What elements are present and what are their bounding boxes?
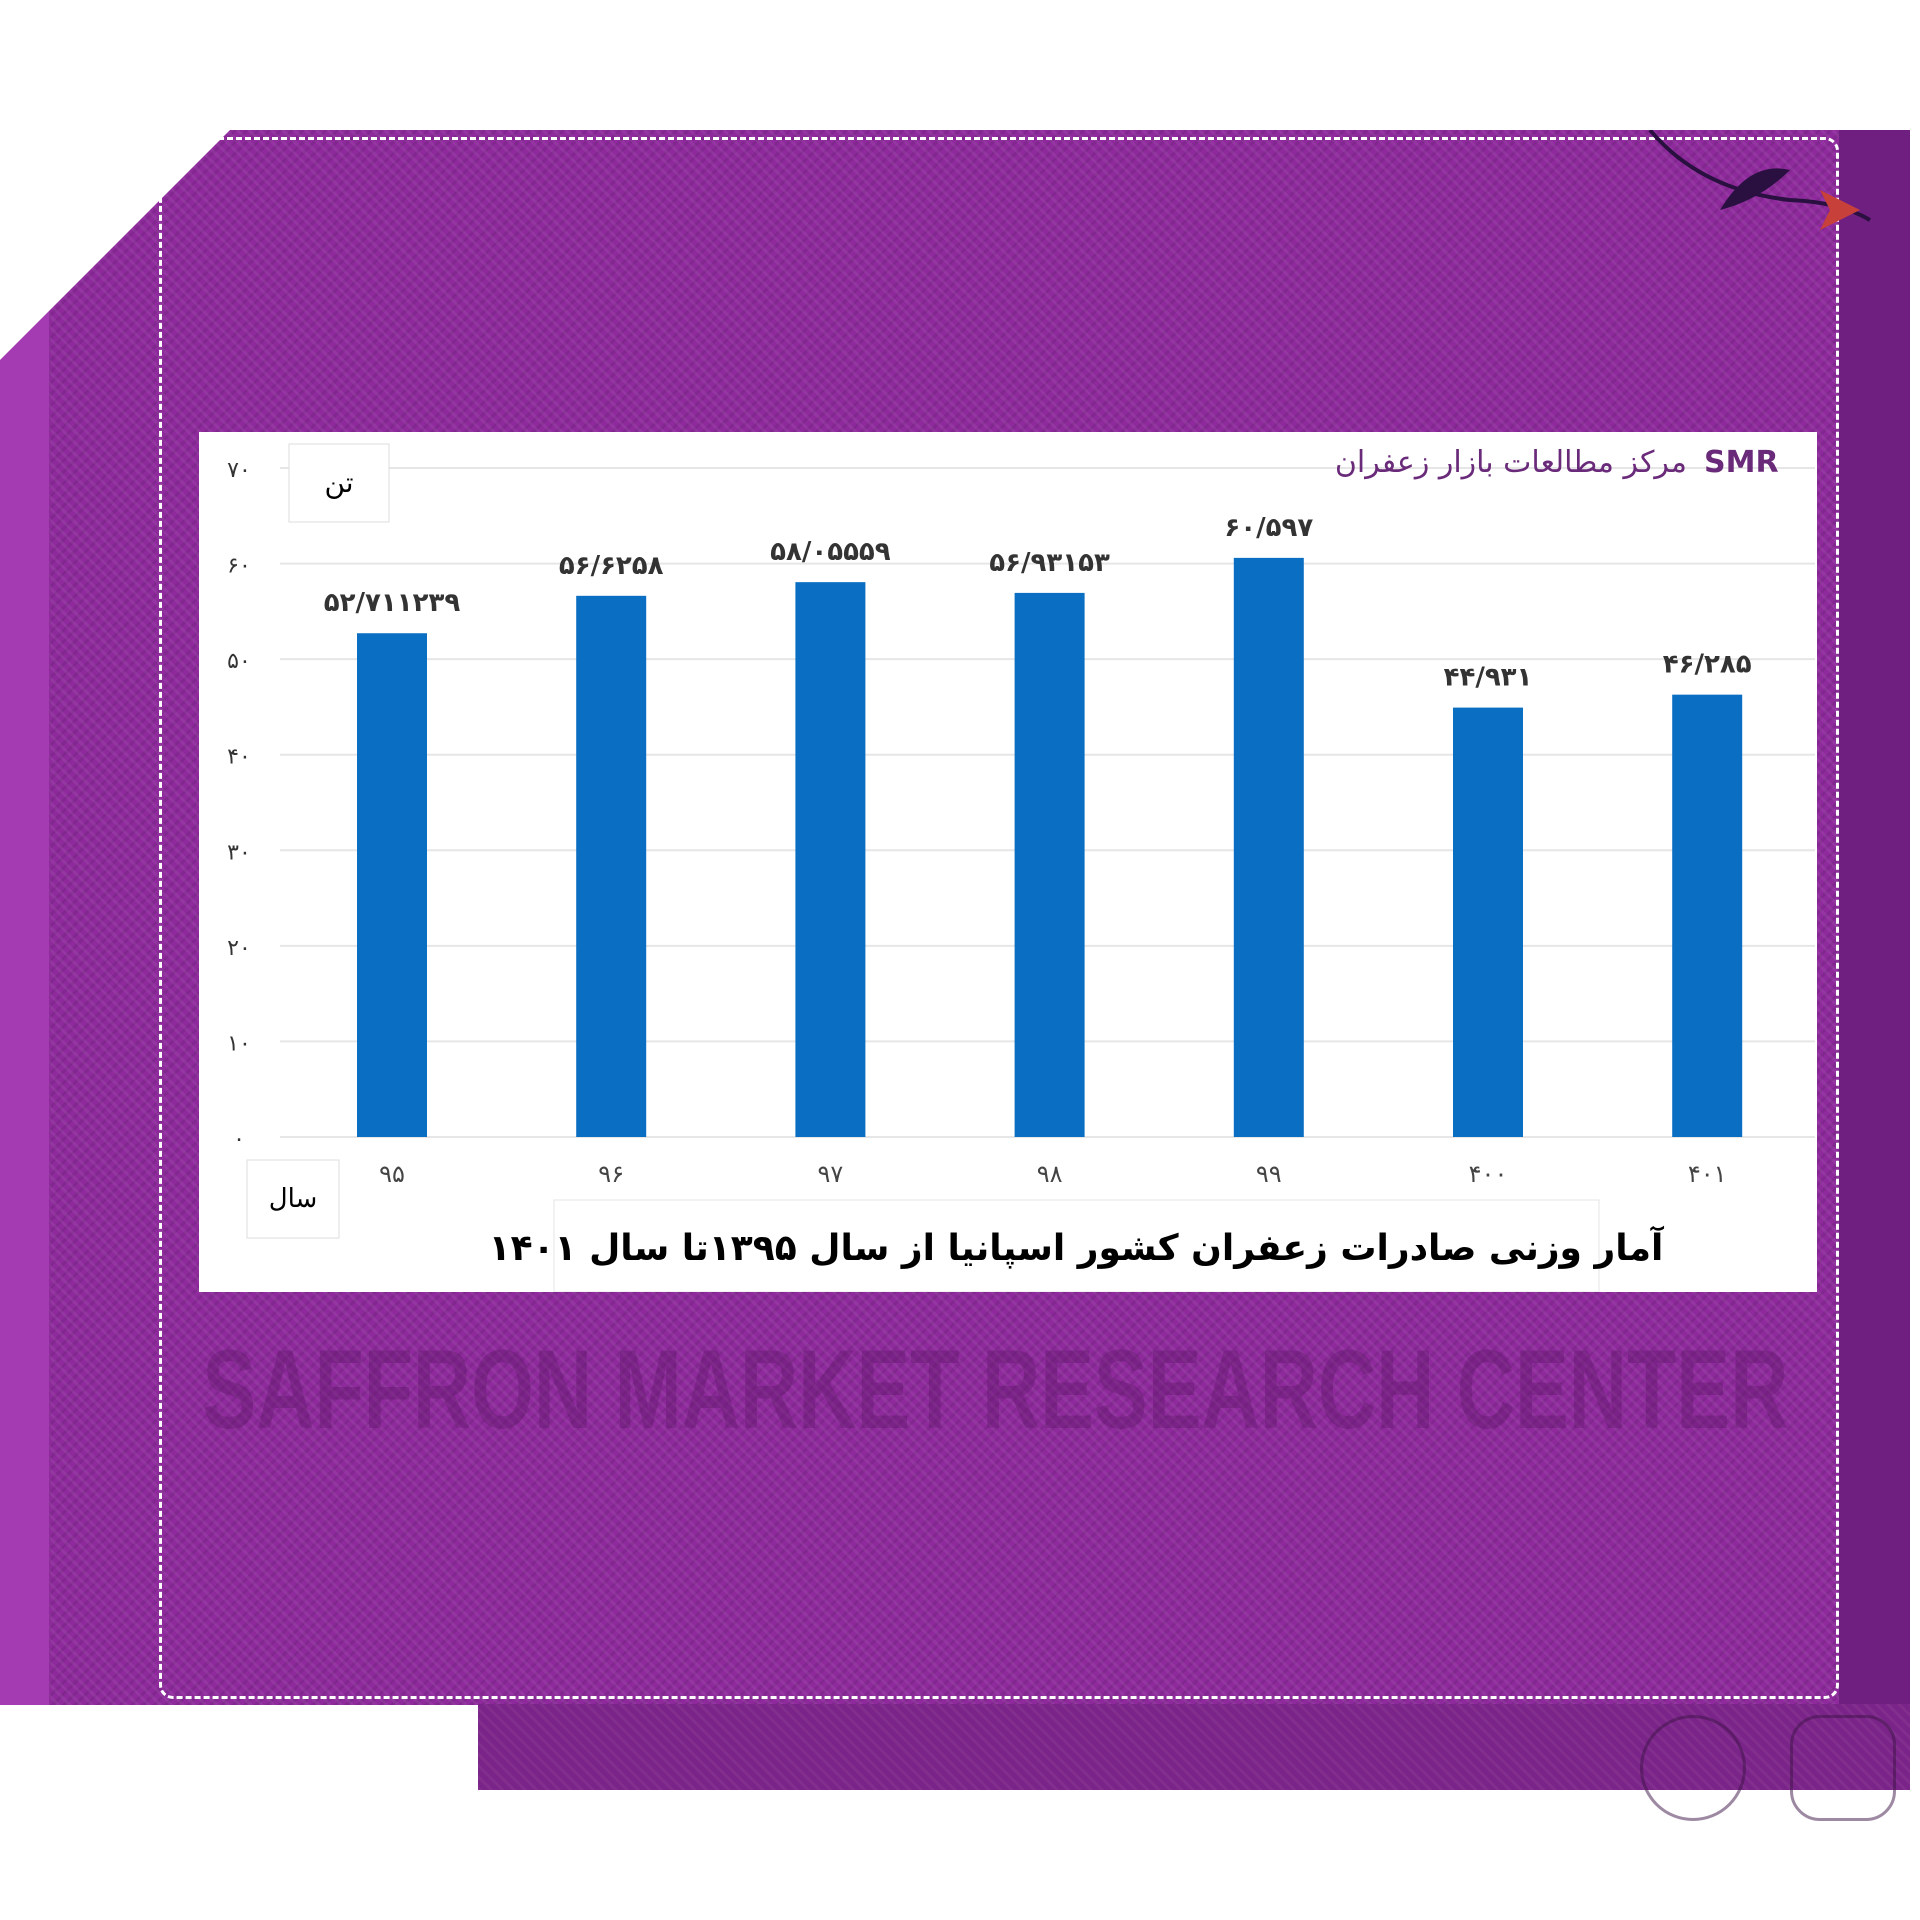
watermark-container: SAFFRON MARKET RESEARCH CENTER [180,1325,1810,1465]
y-axis-label: تن [324,466,353,499]
bar [357,633,427,1137]
data-label: ۴۶/۲۸۵ [1663,650,1752,680]
bar [1014,592,1085,1137]
x-tick-label: ۹۹ [1256,1160,1282,1188]
bar [1672,694,1743,1137]
y-tick-label: ۱۰ [227,1031,251,1056]
bar [1233,557,1304,1137]
bar-chart: ۰ ۱۰ ۲۰ ۳۰ ۴۰ ۵۰ ۶۰ ۷۰ ۵۲/۷۱۱۲۳۹ ۹۵ ۵۶/۶۲۵۸ ۹۶ ۵۸/۰… [227,443,1815,1293]
org-name: مرکز مطالعات بازار زعفران [1335,445,1687,480]
chart-panel: ۰ ۱۰ ۲۰ ۳۰ ۴۰ ۵۰ ۶۰ ۷۰ ۵۲/۷۱۱۲۳۹ ۹۵ ۵۶/۶۲۵۸ ۹۶ ۵۸/۰… [199,432,1817,1293]
data-label: ۴۴/۹۳۱ [1444,663,1533,693]
y-tick-label: ۳۰ [227,840,251,865]
dashed-frame [159,137,1839,1699]
x-unit-box [246,1159,340,1239]
bar [795,582,866,1137]
title-box [553,1199,1600,1293]
telegram-icon[interactable] [1640,1715,1746,1821]
x-tick-label: ۹۶ [598,1160,624,1188]
y-tick-label: ۲۰ [227,936,251,961]
corner-calligraphy [0,130,230,360]
y-tick-label: ۴۰ [227,745,251,770]
bar [1453,707,1523,1137]
y-tick-label: ۰ [233,1127,245,1152]
flower-ornament-icon [1648,130,1872,230]
data-label: ۵۸/۰۵۵۵۹ [770,537,891,567]
y-tick-label: ۷۰ [227,458,251,483]
data-label: ۵۲/۷۱۱۲۳۹ [324,588,461,618]
data-label: ۵۶/۶۲۵۸ [559,551,664,581]
data-label: ۶۰/۵۹۷ [1224,513,1313,543]
data-label: ۵۶/۹۳۱۵۳ [989,548,1110,578]
right-strip [1839,130,1910,1705]
instagram-icon[interactable] [1790,1715,1896,1821]
smr-logo: SMR [1704,445,1779,480]
x-axis-label: سال [269,1184,318,1214]
chart-title: آمار وزنی صادرات زعفران کشور اسپانیا از … [489,1225,1665,1269]
x-tick-label: ۴۰۱ [1688,1160,1727,1188]
left-strip [0,130,49,1705]
bar [576,595,647,1137]
y-tick-label: ۵۰ [227,649,251,674]
y-tick-label: ۶۰ [227,554,251,579]
x-tick-label: ۹۷ [818,1160,844,1188]
y-unit-box [288,443,390,523]
watermark: SAFFRON MARKET RESEARCH CENTER [202,1327,1788,1452]
x-tick-label: ۹۵ [379,1160,405,1188]
x-tick-label: ۹۸ [1037,1160,1063,1188]
x-tick-label: ۴۰۰ [1469,1160,1508,1188]
